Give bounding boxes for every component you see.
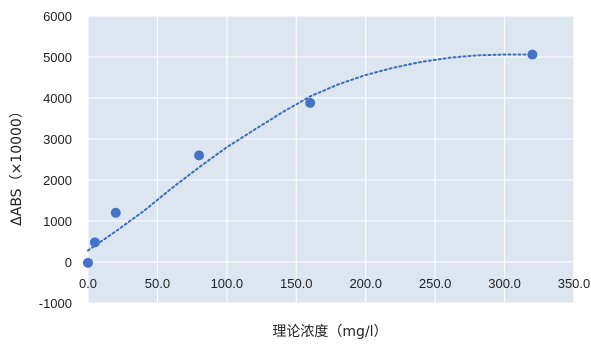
x-tick-label-6: 300.0 [488,276,521,291]
y-tick-label-0: -1000 [39,296,72,311]
x-axis-tick-labels: 0.0 50.0 100.0 150.0 200.0 250.0 300.0 350.0 [79,276,590,291]
y-tick-label-6: 5000 [43,50,72,65]
data-points [83,49,538,268]
gridlines [87,15,575,304]
y-axis-tick-labels: -1000 0 1000 2000 3000 4000 5000 6000 [39,9,72,311]
data-point-5 [527,49,538,60]
data-point-0 [83,257,93,268]
data-point-1 [89,237,100,248]
trendline [87,53,534,252]
x-tick-label-3: 150.0 [280,276,313,291]
x-tick-label-0: 0.0 [79,276,97,291]
x-tick-label-1: 50.0 [145,276,170,291]
x-tick-label-5: 250.0 [419,276,452,291]
y-tick-label-1: 0 [65,255,72,270]
y-tick-label-2: 1000 [43,214,72,229]
y-tick-label-7: 6000 [43,9,72,24]
data-point-4 [305,97,316,108]
plot-area [88,16,574,303]
x-tick-label-2: 100.0 [211,276,244,291]
x-tick-label-4: 200.0 [349,276,382,291]
x-axis-title: 理论浓度（mg/l） [272,324,387,340]
data-point-2 [110,207,121,218]
y-tick-label-4: 3000 [43,132,72,147]
y-tick-label-3: 2000 [43,173,72,188]
data-point-3 [194,150,205,161]
x-tick-label-7: 350.0 [558,276,591,291]
y-tick-label-5: 4000 [43,91,72,106]
y-axis-title: ΔABS（×10000） [9,104,25,226]
